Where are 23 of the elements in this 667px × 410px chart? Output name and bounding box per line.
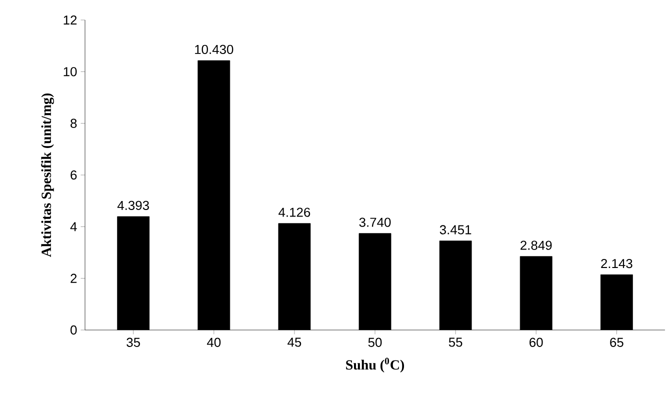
y-tick-label: 6 (70, 170, 77, 180)
data-label: 3.740 (359, 218, 391, 227)
y-tick-label: 10 (64, 67, 77, 76)
y-tick-label: 8 (70, 118, 77, 128)
x-tick-label: 35 (126, 338, 140, 347)
data-label: 2.143 (601, 258, 632, 268)
y-tick-label: 12 (64, 15, 77, 25)
x-tick-label: 45 (288, 338, 302, 347)
y-axis-title: Aktivitas Spesifik (unit/mg) (41, 93, 54, 258)
y-tick-label: 2 (70, 274, 77, 283)
data-label: 4.393 (117, 200, 149, 210)
data-label: 3.451 (440, 225, 472, 234)
x-tick-label: 65 (610, 338, 624, 347)
data-label: 10.430 (195, 44, 234, 54)
x-tick-label: 55 (448, 338, 462, 347)
data-label: 4.126 (278, 208, 310, 217)
x-tick-label: 60 (530, 338, 543, 347)
y-tick-label: 4 (70, 222, 77, 232)
x-tick-label: 40 (206, 338, 221, 347)
data-label: 2.849 (520, 240, 552, 250)
y-tick-label: 0 (70, 325, 77, 335)
x-tick-label: 50 (368, 338, 382, 347)
x-axis-title: Suhu ($^{0}$C) (346, 358, 404, 372)
